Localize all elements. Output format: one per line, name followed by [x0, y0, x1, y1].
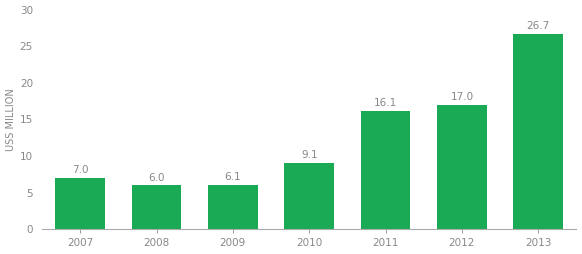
Text: 9.1: 9.1 — [301, 150, 318, 160]
Y-axis label: USS MILLION: USS MILLION — [6, 88, 16, 151]
Text: 17.0: 17.0 — [450, 92, 474, 102]
Bar — [55, 178, 105, 229]
Bar — [437, 105, 487, 229]
Bar — [513, 34, 563, 229]
Bar — [132, 185, 182, 229]
Text: 26.7: 26.7 — [527, 21, 550, 31]
Text: 6.1: 6.1 — [225, 172, 241, 182]
Text: 16.1: 16.1 — [374, 99, 397, 108]
Bar — [208, 185, 258, 229]
Bar — [285, 163, 334, 229]
Text: 6.0: 6.0 — [148, 172, 165, 183]
Text: 7.0: 7.0 — [72, 165, 88, 175]
Bar — [361, 112, 410, 229]
